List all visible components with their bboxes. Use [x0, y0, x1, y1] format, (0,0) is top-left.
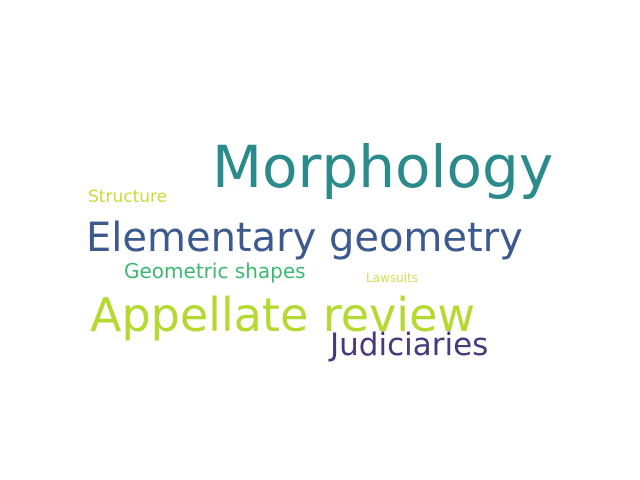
word-appellate-review: Appellate review: [90, 288, 476, 342]
word-geometric-shapes: Geometric shapes: [124, 259, 306, 283]
word-lawsuits: Lawsuits: [366, 271, 419, 285]
word-morphology: Morphology: [212, 133, 554, 201]
word-elementary-geometry: Elementary geometry: [86, 215, 523, 261]
word-structure: Structure: [88, 187, 168, 207]
word-judiciaries: Judiciaries: [330, 327, 489, 363]
